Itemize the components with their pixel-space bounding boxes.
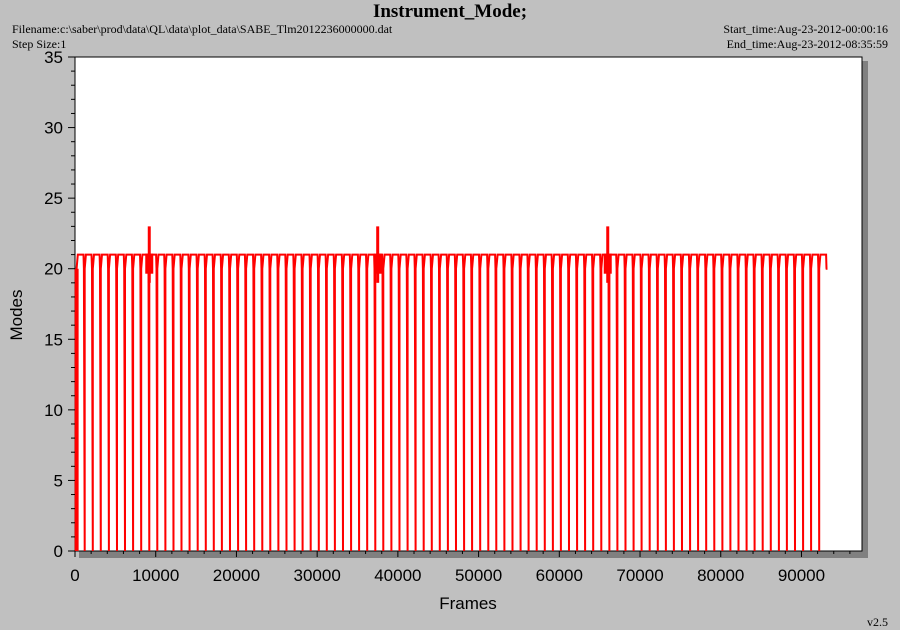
y-tick-label-5: 25 — [44, 189, 63, 208]
x-tick-label-8: 80000 — [697, 566, 744, 585]
x-tick-label-1: 10000 — [132, 566, 179, 585]
step-size-label: Step Size:1 — [12, 37, 67, 51]
y-tick-label-1: 5 — [54, 471, 63, 490]
start-time-label: Start_time:Aug-23-2012-00:00:16 — [723, 22, 888, 36]
x-tick-label-3: 30000 — [294, 566, 341, 585]
filename-label: Filename:c:\saber\prod\data\QL\data\plot… — [12, 22, 393, 36]
end-time-label: End_time:Aug-23-2012-08:35:59 — [726, 37, 888, 51]
x-tick-label-6: 60000 — [536, 566, 583, 585]
chart-title: Instrument_Mode; — [372, 1, 528, 22]
y-tick-label-6: 30 — [44, 119, 63, 138]
y-axis-label: Modes — [7, 289, 26, 340]
series-group — [74, 226, 828, 552]
x-tick-label-5: 50000 — [455, 566, 502, 585]
y-tick-label-4: 20 — [44, 260, 63, 279]
x-tick-label-4: 40000 — [374, 566, 421, 585]
plot-area — [74, 56, 863, 552]
x-axis-label: Frames — [439, 594, 497, 613]
x-tick-label-2: 20000 — [213, 566, 260, 585]
series-line — [75, 253, 828, 552]
y-tick-label-2: 10 — [44, 401, 63, 420]
axes-group: 0 5 10 15 20 25 30 35 0 10000 20000 30000 40000 50000… — [44, 48, 851, 585]
y-tick-label-0: 0 — [54, 542, 63, 561]
version-label: v2.5 — [867, 615, 888, 629]
y-tick-label-7: 35 — [44, 48, 63, 67]
x-tick-label-7: 70000 — [616, 566, 663, 585]
series-peak-block-1 — [373, 253, 382, 274]
x-tick-label-0: 0 — [70, 566, 79, 585]
series-peak-block-2 — [603, 253, 612, 274]
x-tick-label-9: 90000 — [778, 566, 825, 585]
y-tick-label-3: 15 — [44, 330, 63, 349]
series-peak-block-0 — [145, 253, 154, 274]
